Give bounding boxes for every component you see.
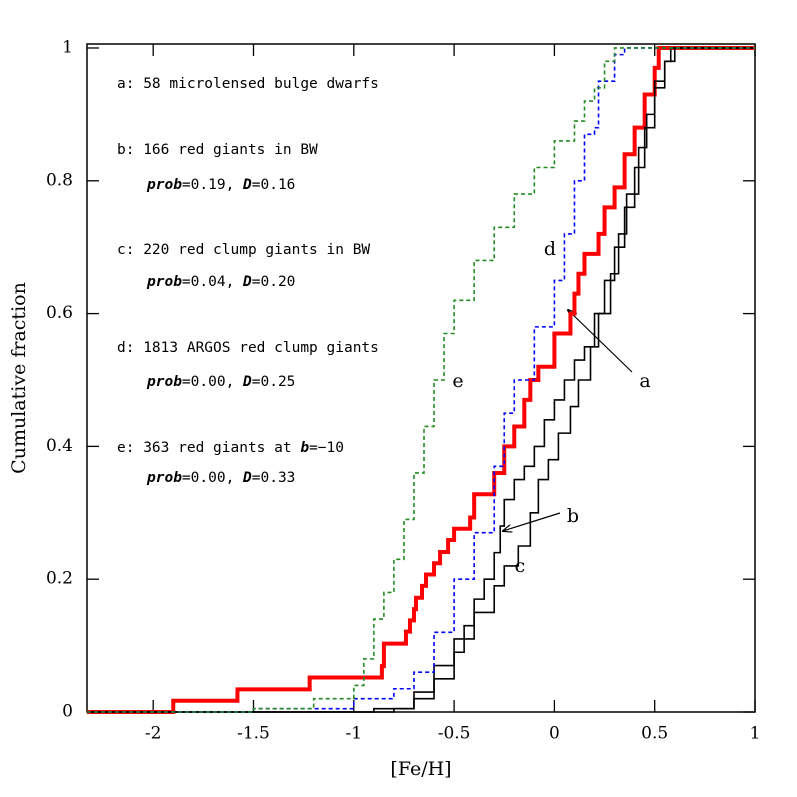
note-part: D xyxy=(242,374,252,390)
note: b: 166 red giants in BW xyxy=(117,142,318,158)
note-part: b xyxy=(300,440,309,456)
note-part: a: 58 microlensed bulge dwarfs xyxy=(117,76,379,92)
x-tick-label: -0.5 xyxy=(438,724,471,744)
note: d: 1813 ARGOS red clump giants xyxy=(117,340,379,356)
note-part: =0.00, xyxy=(182,374,243,390)
note-part: d: 1813 ARGOS red clump giants xyxy=(117,340,379,356)
arrow-a xyxy=(568,310,633,373)
note-part: prob xyxy=(146,470,182,486)
note-part: =0.20 xyxy=(252,274,296,290)
y-tick-label: 0.6 xyxy=(46,303,73,323)
note-part: =0.00, xyxy=(182,470,243,486)
note: prob=0.00, D=0.33 xyxy=(146,470,295,486)
note-part: e: 363 red giants at xyxy=(117,440,300,456)
note-part: D xyxy=(242,470,252,486)
x-tick-label: -2 xyxy=(145,724,162,744)
note: prob=0.19, D=0.16 xyxy=(146,177,295,193)
note-part: =0.25 xyxy=(252,374,296,390)
y-tick-label: 0.8 xyxy=(46,170,73,190)
cdf-line xyxy=(87,47,755,713)
curve-label: a xyxy=(639,370,650,392)
note-part: =−10 xyxy=(309,440,344,456)
y-tick-label: 0.4 xyxy=(46,436,73,456)
note: a: 58 microlensed bulge dwarfs xyxy=(117,76,379,92)
y-axis-label: Cumulative fraction xyxy=(8,282,30,474)
note-part: prob xyxy=(146,177,182,193)
plot-frame xyxy=(86,43,756,713)
note-part: c: 220 red clump giants in BW xyxy=(117,242,370,258)
curve-label: c xyxy=(515,555,526,577)
x-tick-label: -1 xyxy=(346,724,363,744)
note-part: prob xyxy=(146,274,182,290)
note-part: =0.33 xyxy=(252,470,296,486)
note: e: 363 red giants at b=−10 xyxy=(117,440,344,456)
x-axis-label: [Fe/H] xyxy=(390,758,451,780)
x-tick-label: 1 xyxy=(750,724,761,744)
note: prob=0.00, D=0.25 xyxy=(146,374,295,390)
y-tick-label: 1 xyxy=(62,37,73,57)
x-tick-label: -1.5 xyxy=(237,724,270,744)
cdf-line xyxy=(87,45,755,714)
curve-label: d xyxy=(544,238,556,260)
y-tick-label: 0.2 xyxy=(46,569,73,589)
note-part: b: 166 red giants in BW xyxy=(117,142,318,158)
note-part: =0.16 xyxy=(252,177,296,193)
y-tick-label: 0 xyxy=(62,702,73,722)
curve-label: b xyxy=(567,505,579,527)
cdf-line xyxy=(87,47,755,713)
arrow-b xyxy=(503,512,561,531)
note-part: =0.19, xyxy=(182,177,243,193)
curve-label: e xyxy=(452,370,463,392)
note-part: D xyxy=(242,177,252,193)
x-tick-label: 0.5 xyxy=(641,724,668,744)
note-part: D xyxy=(242,274,252,290)
note: prob=0.04, D=0.20 xyxy=(146,274,295,290)
note: c: 220 red clump giants in BW xyxy=(117,242,370,258)
cdf-line xyxy=(87,47,755,713)
cdf-line xyxy=(87,47,755,713)
note-part: prob xyxy=(146,374,182,390)
x-tick-label: 0 xyxy=(549,724,560,744)
note-part: =0.04, xyxy=(182,274,243,290)
